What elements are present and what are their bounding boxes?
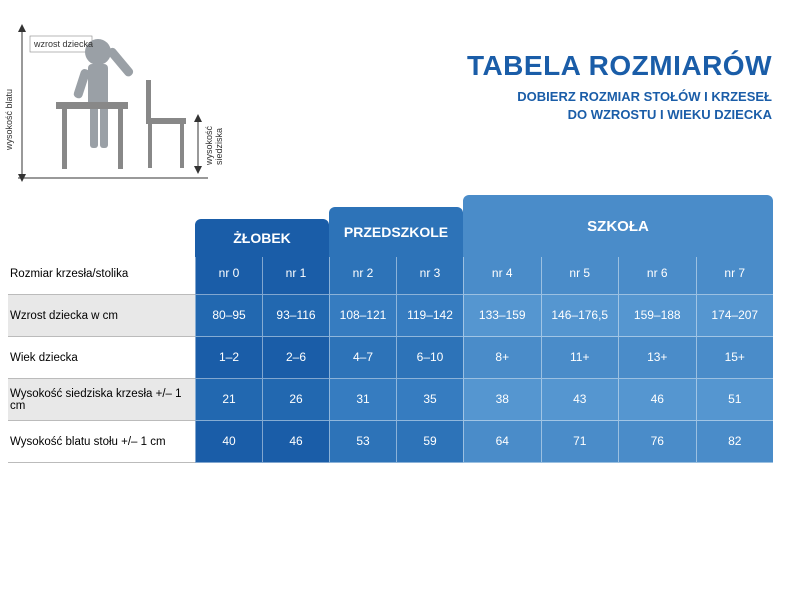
table-cell: 15+ [696,337,774,379]
table-cell: 146–176,5 [541,295,619,337]
table-row: Wzrost dziecka w cm 80–95 93–116 108–121… [8,295,773,337]
table-cell: 46 [618,379,696,421]
table-cell: 31 [329,379,396,421]
table-cell: 119–142 [396,295,463,337]
table-cell: nr 6 [618,253,696,295]
table-cell: 40 [195,421,262,463]
table-cell: 174–207 [696,295,774,337]
title-block: TABELA ROZMIARÓW DOBIERZ ROZMIAR STOŁÓW … [218,20,792,220]
table-cell: 82 [696,421,774,463]
row-label: Wzrost dziecka w cm [8,295,195,337]
subtitle: DOBIERZ ROZMIAR STOŁÓW I KRZESEŁ DO WZRO… [218,88,772,124]
table-cell: 6–10 [396,337,463,379]
subtitle-line-1: DOBIERZ ROZMIAR STOŁÓW I KRZESEŁ [517,89,772,104]
measurement-diagram: wzrost dziecka wysokość blatu wysokość s… [8,20,218,200]
table-cell: 38 [463,379,541,421]
table-cell: 53 [329,421,396,463]
table-cell: 133–159 [463,295,541,337]
table-cell: 26 [262,379,329,421]
table-cell: 80–95 [195,295,262,337]
row-label: Rozmiar krzesła/stolika [8,253,195,295]
table-cell: nr 7 [696,253,774,295]
tab-przedszkole: PRZEDSZKOLE [329,207,463,257]
row-label: Wiek dziecka [8,337,195,379]
table-row: Wiek dziecka 1–2 2–6 4–7 6–10 8+ 11+ 13+… [8,337,773,379]
table-cell: 51 [696,379,774,421]
main-title: TABELA ROZMIARÓW [218,50,772,82]
table-cell: nr 3 [396,253,463,295]
table-cell: 11+ [541,337,619,379]
table-cell: 1–2 [195,337,262,379]
table-cell: 59 [396,421,463,463]
table-cell: 76 [618,421,696,463]
diagram-label-child-height: wzrost dziecka [34,39,93,49]
table-row: Rozmiar krzesła/stolika nr 0 nr 1 nr 2 n… [8,253,773,295]
tab-szkola: SZKOŁA [463,195,773,257]
table-cell: 2–6 [262,337,329,379]
diagram-label-seat-height: wysokość siedziska [204,126,224,165]
table-cell: 64 [463,421,541,463]
page: nowaszkola.com [0,0,800,600]
table-cell: 71 [541,421,619,463]
table-cell: nr 0 [195,253,262,295]
size-table: Rozmiar krzesła/stolika nr 0 nr 1 nr 2 n… [8,253,773,463]
table-cell: 93–116 [262,295,329,337]
row-label: Wysokość blatu stołu +/– 1 cm [8,421,195,463]
table-cell: 159–188 [618,295,696,337]
tab-zlobek: ŻŁOBEK [195,219,329,257]
table-cell: 35 [396,379,463,421]
table-row: Wysokość blatu stołu +/– 1 cm 40 46 53 5… [8,421,773,463]
table-cell: nr 1 [262,253,329,295]
top-section: wzrost dziecka wysokość blatu wysokość s… [8,20,792,220]
table-cell: 8+ [463,337,541,379]
table-cell: 13+ [618,337,696,379]
table-cell: 21 [195,379,262,421]
table-cell: nr 5 [541,253,619,295]
table-cell: nr 2 [329,253,396,295]
table-cell: 46 [262,421,329,463]
subtitle-line-2: DO WZROSTU I WIEKU DZIECKA [568,107,772,122]
table-cell: nr 4 [463,253,541,295]
category-tabs: ŻŁOBEK PRZEDSZKOLE SZKOŁA [195,195,773,257]
table-cell: 43 [541,379,619,421]
diagram-label-table-height: wysokość blatu [4,89,14,150]
table-row: Wysokość siedziska krzesła +/– 1 cm 21 2… [8,379,773,421]
table-cell: 108–121 [329,295,396,337]
table-cell: 4–7 [329,337,396,379]
row-label: Wysokość siedziska krzesła +/– 1 cm [8,379,195,421]
